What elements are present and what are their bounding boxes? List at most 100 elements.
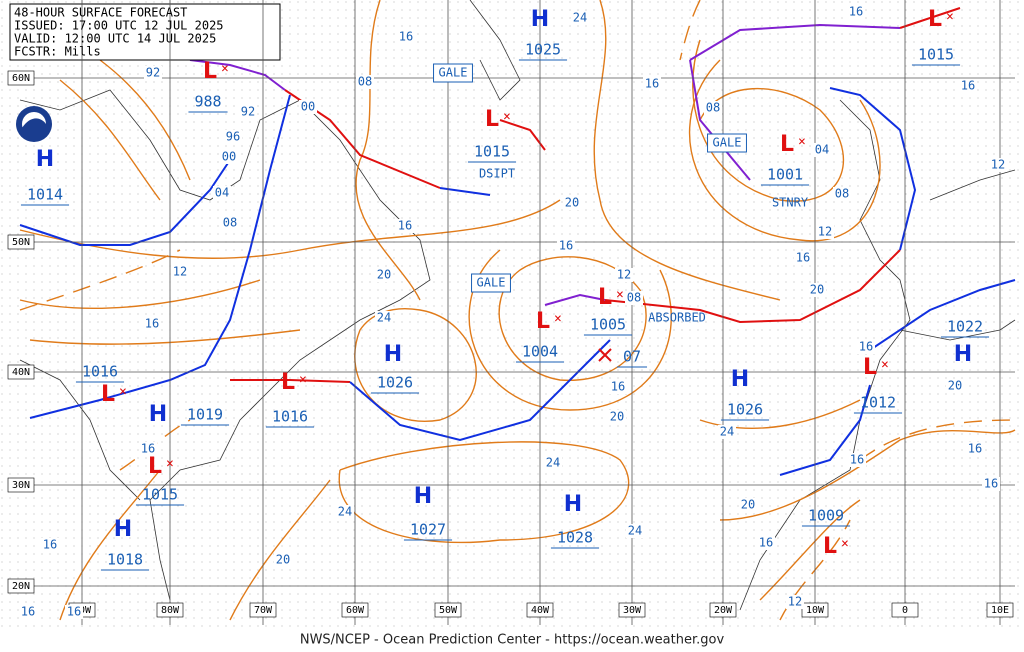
low-x: ×	[881, 358, 889, 373]
isobar-label-bg	[563, 196, 581, 210]
isobar-label-bg	[609, 380, 627, 394]
isobar-label-bg	[757, 536, 775, 550]
pressure-label: 1004	[522, 343, 558, 361]
center-x	[598, 348, 612, 362]
map-background	[0, 0, 1024, 628]
low-x: ×	[616, 288, 624, 303]
isobar-label: 00	[301, 100, 315, 114]
low-x: ×	[503, 110, 511, 125]
isobar-label: 08	[627, 291, 641, 305]
isobar-label-bg	[848, 453, 866, 467]
isobar-label: 92	[241, 105, 255, 119]
low-x: ×	[798, 135, 806, 150]
isobar-label-bg	[808, 283, 826, 297]
low-symbol: L	[536, 309, 550, 334]
isobar-label-bg	[615, 268, 633, 282]
isobar-label: 16	[968, 442, 982, 456]
pressure-label: 1026	[727, 401, 763, 419]
low-symbol: L	[101, 382, 115, 407]
isobar-label: 16	[399, 30, 413, 44]
lat-label: 50N	[12, 237, 30, 248]
header-line: FCSTR: Mills	[14, 45, 101, 59]
isobar-label-bg	[375, 268, 393, 282]
header-line: ISSUED: 17:00 UTC 12 JUL 2025	[14, 19, 224, 33]
lon-label: 10E	[991, 605, 1009, 616]
lon-label-box	[249, 602, 277, 618]
isobar-label-bg	[643, 77, 661, 91]
isobar-label: 12	[617, 268, 631, 282]
isobar-label: 16	[21, 605, 35, 619]
lon-label-box	[801, 602, 829, 618]
gale-label: GALE	[477, 276, 506, 290]
lon-label-box	[618, 602, 646, 618]
isobar-label: 20	[276, 553, 290, 567]
isobar-label-bg	[239, 105, 257, 119]
lon-label-box	[986, 602, 1014, 618]
isobar-label: 16	[859, 340, 873, 354]
pressure-label: 1018	[107, 551, 143, 569]
low-x: ×	[221, 62, 229, 77]
isobar-label-bg	[336, 505, 354, 519]
isobar-label-bg	[959, 79, 977, 93]
gale-box	[471, 273, 511, 293]
high-symbol: H	[114, 517, 132, 542]
pressure-label: 1016	[272, 408, 308, 426]
isobar-label: 24	[628, 524, 642, 538]
high-symbol: H	[384, 342, 402, 367]
header-box	[9, 3, 281, 61]
low-x: ×	[119, 385, 127, 400]
isobar-label-bg	[813, 143, 831, 157]
isobar-label-bg	[989, 158, 1007, 172]
isobar-label-bg	[65, 605, 83, 619]
isobar-label: 24	[377, 311, 391, 325]
pressure-label: 1009	[808, 507, 844, 525]
isobar-label-bg	[625, 291, 643, 305]
low-symbol: L	[203, 59, 217, 84]
isobar-label: 04	[215, 186, 229, 200]
isobar-label-bg	[19, 605, 37, 619]
isobar-label: 08	[223, 216, 237, 230]
low-symbol: L	[823, 534, 837, 559]
lon-label-box	[434, 602, 462, 618]
coastlines	[19, 0, 1016, 611]
lon-label: 70W	[254, 605, 273, 616]
pressure-label: 1012	[860, 394, 896, 412]
isobar-label-bg	[966, 442, 984, 456]
lon-label-box	[526, 602, 554, 618]
footer-credit: NWS/NCEP - Ocean Prediction Center - htt…	[300, 633, 725, 648]
lon-label-box	[709, 602, 737, 618]
isobar-label: 16	[611, 380, 625, 394]
lat-label-box	[7, 70, 35, 86]
isobar-label: 16	[67, 605, 81, 619]
pressure-label: 1015	[918, 46, 954, 64]
gale-label: GALE	[439, 66, 468, 80]
front-label: DSIPT	[479, 167, 515, 181]
isobar-label: 08	[358, 75, 372, 89]
high-symbol: H	[149, 402, 167, 427]
isobar-label-bg	[220, 150, 238, 164]
isobar-label-bg	[224, 130, 242, 144]
lat-label-box	[7, 578, 35, 594]
pressure-label: 1015	[474, 143, 510, 161]
isobar-label: 16	[141, 442, 155, 456]
isobar-label: 20	[377, 268, 391, 282]
isobar-label: 24	[338, 505, 352, 519]
noaa-logo	[16, 106, 52, 142]
lat-label-box	[7, 477, 35, 493]
fronts	[19, 7, 1016, 476]
isobar-label: 20	[948, 379, 962, 393]
lon-label: 20W	[714, 605, 733, 616]
isobar-label-bg	[397, 30, 415, 44]
grid: 60N50N40N30N20N90W80W70W60W50W40W30W20W1…	[7, 0, 1015, 625]
lon-label: 10W	[806, 605, 825, 616]
high-symbol: H	[36, 147, 54, 172]
low-symbol: L	[281, 370, 295, 395]
pressure-label: 1016	[82, 363, 118, 381]
isobar-label-bg	[299, 100, 317, 114]
lat-label: 20N	[12, 581, 30, 592]
isobar-label: 08	[835, 187, 849, 201]
isobar-label-bg	[794, 251, 812, 265]
pressure-label: 1015	[142, 486, 178, 504]
pressure-label: 1027	[410, 521, 446, 539]
isobar-label-bg	[144, 66, 162, 80]
